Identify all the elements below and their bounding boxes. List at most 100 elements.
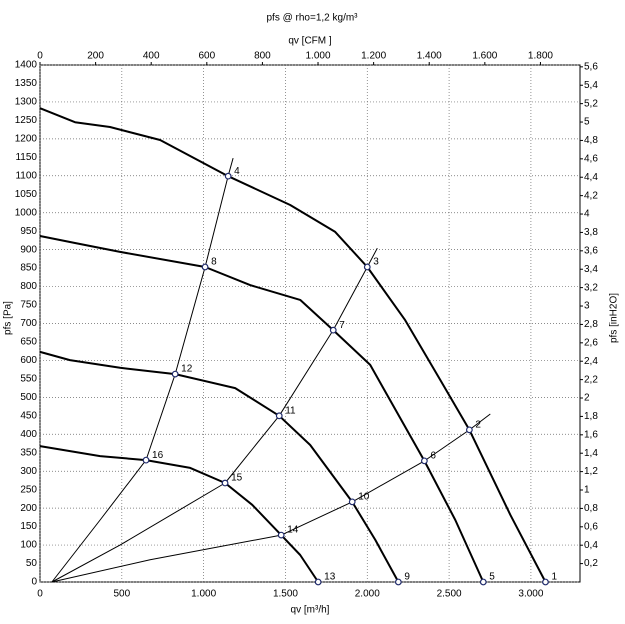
operating-point <box>363 263 371 271</box>
y-tick-label: 850 <box>20 263 37 274</box>
point-label: 13 <box>324 572 336 583</box>
y2-tick-label: 0,6 <box>584 521 598 532</box>
y2-tick-label: 4 <box>584 209 590 220</box>
x-tick-label: 2.500 <box>437 589 462 600</box>
x2-tick-label: 1.200 <box>361 51 386 62</box>
y2-tick-label: 0,2 <box>584 558 598 569</box>
curve <box>51 247 378 583</box>
y2-axis-title: pfs [inH2O] <box>609 293 620 343</box>
y2-tick-label: 3,2 <box>584 282 598 293</box>
y-tick-label: 700 <box>20 318 37 329</box>
x-tick-label: 3.000 <box>518 589 543 600</box>
x-tick-label: 1.500 <box>273 589 298 600</box>
y-tick-label: 650 <box>20 337 37 348</box>
y-tick-label: 750 <box>20 300 37 311</box>
y2-tick-label: 2,4 <box>584 356 598 367</box>
operating-point <box>314 578 322 586</box>
y2-tick-label: 4,4 <box>584 172 598 183</box>
y-tick-label: 400 <box>20 429 37 440</box>
point-label: 5 <box>489 572 495 583</box>
operating-point <box>142 456 150 464</box>
curve <box>39 235 485 583</box>
y2-tick-label: 2,2 <box>584 374 598 385</box>
y-tick-label: 1400 <box>15 60 38 71</box>
point-label: 6 <box>430 451 436 462</box>
x2-tick-label: 0 <box>37 51 43 62</box>
y2-tick-label: 4,8 <box>584 135 598 146</box>
point-label: 14 <box>287 525 299 536</box>
point-label: 9 <box>404 572 410 583</box>
y-tick-label: 1250 <box>15 115 38 126</box>
y-tick-label: 250 <box>20 484 37 495</box>
y2-tick-label: 1,6 <box>584 429 598 440</box>
y-tick-label: 500 <box>20 392 37 403</box>
operating-point <box>542 578 549 586</box>
y2-tick-label: 5,2 <box>584 98 598 109</box>
y2-tick-label: 1 <box>584 485 590 496</box>
x2-tick-label: 1.600 <box>472 51 497 62</box>
y2-tick-label: 3,4 <box>584 264 598 275</box>
y-tick-label: 1000 <box>15 207 38 218</box>
y2-tick-label: 3,8 <box>584 227 598 238</box>
y-tick-label: 1050 <box>15 189 38 200</box>
operating-point <box>329 326 337 334</box>
x2-tick-label: 200 <box>87 51 104 62</box>
y-tick-label: 150 <box>20 521 37 532</box>
y2-tick-label: 2,8 <box>584 319 598 330</box>
y-tick-label: 600 <box>20 355 37 366</box>
y2-tick-label: 2,6 <box>584 337 598 348</box>
operating-point <box>465 426 473 434</box>
point-label: 8 <box>211 257 217 268</box>
point-label: 4 <box>234 166 240 177</box>
point-label: 1 <box>551 572 557 583</box>
operating-point <box>221 479 229 487</box>
y2-tick-label: 4,6 <box>584 153 598 164</box>
y2-tick-label: 0,8 <box>584 503 598 514</box>
y-tick-label: 50 <box>26 558 38 569</box>
y-tick-label: 900 <box>20 244 37 255</box>
point-label: 12 <box>181 364 193 375</box>
y2-tick-label: 3,6 <box>584 245 598 256</box>
y-tick-label: 450 <box>20 410 37 421</box>
y-tick-label: 1100 <box>15 170 37 181</box>
x-tick-label: 500 <box>113 589 130 600</box>
operating-point <box>275 412 283 420</box>
y-tick-label: 550 <box>20 374 37 385</box>
x2-tick-label: 1.800 <box>528 51 553 62</box>
y2-tick-label: 5 <box>584 117 590 128</box>
y-tick-label: 100 <box>20 540 37 551</box>
y2-tick-label: 1,8 <box>584 411 598 422</box>
y2-tick-label: 4,2 <box>584 190 598 201</box>
y-tick-label: 300 <box>20 466 37 477</box>
y-tick-label: 1350 <box>15 78 38 89</box>
point-label: 7 <box>339 320 345 331</box>
point-label: 10 <box>358 492 370 503</box>
x2-tick-label: 1.400 <box>417 51 442 62</box>
y-tick-label: 800 <box>20 281 37 292</box>
curve <box>39 445 320 583</box>
operating-point <box>277 531 285 539</box>
y-tick-label: 350 <box>20 447 37 458</box>
y-tick-label: 0 <box>31 577 37 588</box>
y-tick-label: 200 <box>20 503 37 514</box>
y-tick-label: 1200 <box>15 133 38 144</box>
y2-tick-label: 1,2 <box>584 466 598 477</box>
x2-tick-label: 800 <box>254 51 271 62</box>
y2-tick-label: 3 <box>584 301 590 312</box>
x2-tick-label: 400 <box>143 51 160 62</box>
y-tick-label: 1150 <box>15 152 37 163</box>
operating-point <box>348 498 356 506</box>
operating-point <box>420 457 428 465</box>
x-tick-label: 2.000 <box>355 589 380 600</box>
point-label: 16 <box>152 450 164 461</box>
operating-point <box>171 370 179 378</box>
operating-point <box>201 263 209 271</box>
operating-point <box>479 578 487 586</box>
x-tick-label: 0 <box>37 589 43 600</box>
point-label: 15 <box>231 473 243 484</box>
point-label: 2 <box>475 419 481 430</box>
curve <box>39 107 547 583</box>
operating-point <box>394 578 402 586</box>
point-label: 3 <box>373 257 379 268</box>
x2-tick-label: 600 <box>198 51 215 62</box>
